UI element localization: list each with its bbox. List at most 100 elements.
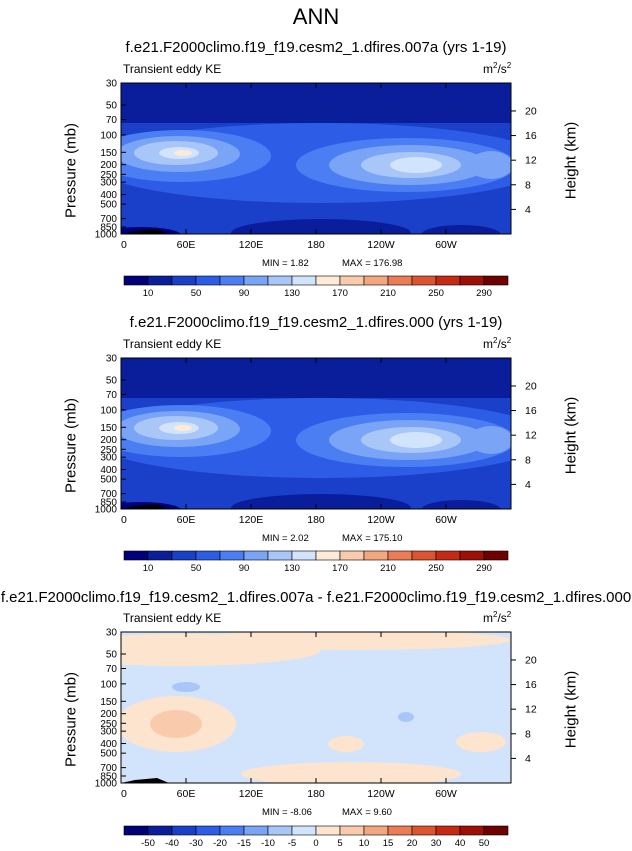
panel-3-variable-label: Transient eddy KE	[123, 611, 222, 625]
colorbar-label: 210	[380, 563, 396, 574]
y-tick-label: 400	[100, 465, 117, 476]
x-tick-label: 120E	[239, 788, 264, 800]
contour-band-positive-top-east	[191, 632, 511, 650]
panel-2-min-label: MIN = 2.02	[262, 533, 309, 544]
x-tick-label: 0	[121, 514, 127, 526]
y-tick-label: 100	[100, 679, 117, 690]
colorbar-swatch	[411, 550, 437, 561]
panel-1-colorbar: 10 50 90 130 170 210 250 290	[123, 275, 509, 299]
y-tick-label: 1000	[95, 779, 118, 790]
colorbar-label: -50	[141, 838, 155, 849]
colorbar-label: -20	[213, 838, 227, 849]
y-tick-label: 500	[100, 749, 117, 760]
x-tick-label: 180	[307, 788, 325, 800]
panel-2-units: m2/s2	[483, 336, 512, 351]
y-tick-label: 200	[100, 160, 117, 171]
y-tick-label: 150	[100, 148, 117, 159]
height-tick-label: 16	[525, 405, 537, 417]
colorbar-swatch	[339, 275, 365, 286]
colorbar-label: 20	[407, 838, 418, 849]
y-tick-label: 500	[100, 475, 117, 486]
colorbar-label: 130	[284, 563, 300, 574]
colorbar-swatch	[147, 550, 173, 561]
colorbar-label: 10	[143, 288, 154, 299]
contour-band-jet-east-core	[390, 432, 442, 448]
y-tick-label: 50	[106, 649, 118, 660]
colorbar-label: 90	[239, 288, 250, 299]
x-tick-label: 120W	[367, 514, 395, 526]
height-tick-label: 16	[525, 679, 537, 691]
colorbar-swatch	[195, 550, 221, 561]
contour-band-positive-mid	[328, 736, 364, 752]
y-tick-label: 400	[100, 190, 117, 201]
panel-3-min-label: MIN = -8.06	[262, 807, 312, 818]
panel-1-variable-label: Transient eddy KE	[123, 62, 222, 76]
colorbar-swatch	[171, 275, 197, 286]
y-tick-label: 250	[100, 445, 117, 456]
contour-band-jet-east-core	[390, 157, 442, 173]
contour-band-positive-west-core	[150, 710, 202, 738]
y-tick-label: 1000	[95, 230, 118, 241]
colorbar-label: 10	[143, 563, 154, 574]
contour-band-jet-far-east	[469, 151, 511, 179]
colorbar-label: 290	[476, 288, 492, 299]
colorbar-swatch	[123, 550, 149, 561]
y-tick-label: 30	[106, 354, 118, 365]
colorbar-swatch	[435, 275, 461, 286]
x-tick-label: 0	[121, 239, 127, 251]
height-tick-label: 12	[525, 430, 537, 442]
x-tick-label: 60W	[435, 239, 457, 251]
page-title: ANN	[292, 4, 340, 29]
height-tick-label: 4	[525, 204, 531, 216]
y-tick-label: 850	[100, 498, 117, 509]
colorbar-swatch	[195, 825, 221, 836]
height-tick-label: 8	[525, 454, 531, 466]
height-tick-label: 4	[525, 479, 531, 491]
colorbar-swatch	[219, 825, 245, 836]
panel-2-terrain	[121, 504, 169, 509]
colorbar-swatch	[315, 550, 341, 561]
colorbar-label: 50	[191, 563, 202, 574]
colorbar-swatch	[339, 825, 365, 836]
contour-band-surface-a	[231, 494, 411, 509]
contour-band-jet-west-max	[174, 150, 192, 156]
colorbar-swatch	[363, 550, 389, 561]
y-tick-label: 400	[100, 739, 117, 750]
colorbar-label: -30	[189, 838, 203, 849]
colorbar-label: 170	[332, 288, 348, 299]
colorbar-swatch	[243, 275, 269, 286]
y-tick-label: 70	[106, 664, 118, 675]
panel-3-units: m2/s2	[483, 610, 512, 625]
contour-band-negative-a	[172, 682, 200, 692]
y-tick-label: 300	[100, 178, 117, 189]
panel-3-terrain	[121, 778, 169, 783]
colorbar-swatch	[459, 550, 485, 561]
height-tick-label: 8	[525, 728, 531, 740]
contour-band-jet-west-max	[174, 425, 192, 431]
colorbar-swatch	[387, 825, 413, 836]
colorbar-label: 50	[479, 838, 490, 849]
colorbar-swatch	[267, 825, 293, 836]
x-tick-label: 60E	[177, 788, 196, 800]
colorbar-swatch	[387, 275, 413, 286]
x-tick-label: 60E	[177, 514, 196, 526]
colorbar-label: -10	[261, 838, 275, 849]
colorbar-swatch	[435, 550, 461, 561]
colorbar-swatch	[243, 825, 269, 836]
y-tick-label: 500	[100, 200, 117, 211]
contour-band-surface-b	[421, 500, 501, 509]
x-tick-label: 120W	[367, 788, 395, 800]
colorbar-swatch	[243, 550, 269, 561]
contour-band-stratosphere	[121, 83, 511, 123]
colorbar-label: 15	[383, 838, 394, 849]
colorbar-swatch	[195, 275, 221, 286]
colorbar-swatch	[171, 550, 197, 561]
y-tick-label: 50	[106, 375, 118, 386]
panel-2-colorbar: 10 50 90 130 170 210 250 290	[123, 550, 509, 574]
panel-1-units: m2/s2	[483, 61, 512, 76]
y-tick-label: 700	[100, 214, 117, 225]
y-tick-label: 250	[100, 719, 117, 730]
height-tick-label: 20	[525, 105, 537, 117]
